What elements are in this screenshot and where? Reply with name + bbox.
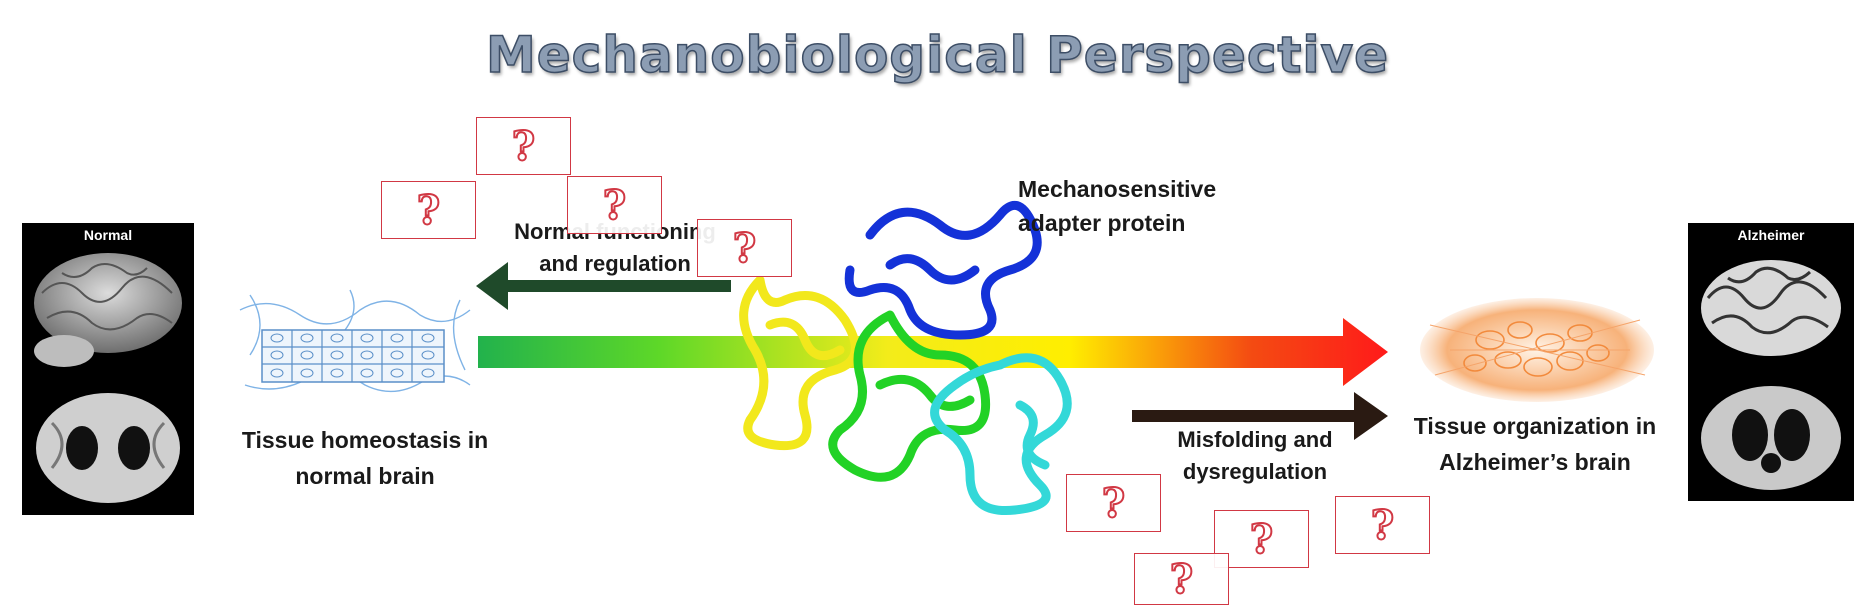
page-title: Mechanobiological Perspective xyxy=(485,25,1390,85)
protein-green-domain xyxy=(828,310,991,482)
protein-blue-domain xyxy=(844,200,1042,340)
question-box: ? xyxy=(697,219,792,277)
misfolding-label-line1: Misfolding and xyxy=(1177,427,1333,452)
normal-brain-panel: Normal xyxy=(22,223,194,515)
protein-label: Mechanosensitive adapter protein xyxy=(1018,172,1298,240)
question-box: ? xyxy=(1214,510,1309,568)
question-mark-icon: ? xyxy=(1249,515,1274,564)
normal-functioning-arrow xyxy=(476,262,731,310)
question-box: ? xyxy=(1066,474,1161,532)
question-box: ? xyxy=(1134,553,1229,605)
normal-brain-image xyxy=(34,253,182,503)
misfolding-label: Misfolding and dysregulation xyxy=(1160,424,1350,488)
alzheimer-brain-caption: Alzheimer xyxy=(1737,227,1805,243)
question-mark-icon: ? xyxy=(511,122,536,171)
protein-label-line1: Mechanosensitive xyxy=(1018,176,1217,202)
alzheimer-tissue-label-line2: Alzheimer’s brain xyxy=(1439,449,1631,475)
misfolding-label-line2: dysregulation xyxy=(1182,459,1328,484)
alzheimer-tissue-label: Tissue organization in Alzheimer’s brain xyxy=(1385,408,1685,480)
question-mark-icon: ? xyxy=(732,224,757,273)
normal-tissue-label-line2: normal brain xyxy=(295,463,435,489)
alzheimer-tissue-label-line1: Tissue organization in xyxy=(1413,413,1657,439)
normal-functioning-label-line2: and regulation xyxy=(539,251,691,276)
question-box: ? xyxy=(567,176,662,234)
protein-yellow-domain xyxy=(739,275,860,451)
question-box: ? xyxy=(381,181,476,239)
alzheimer-tissue-illustration xyxy=(1420,298,1654,402)
normal-tissue-label-line1: Tissue homeostasis in xyxy=(241,427,489,453)
question-mark-icon: ? xyxy=(1370,501,1395,550)
tissue-cell-grid xyxy=(261,329,445,383)
question-mark-icon: ? xyxy=(1101,479,1126,528)
misfolding-arrow xyxy=(1132,392,1388,440)
alzheimer-brain-image xyxy=(1701,260,1841,490)
question-mark-icon: ? xyxy=(416,186,441,235)
question-box: ? xyxy=(476,117,571,175)
normal-tissue-illustration xyxy=(239,289,471,393)
normal-tissue-label: Tissue homeostasis in normal brain xyxy=(215,422,515,494)
mechanosensitive-protein-structure xyxy=(739,200,1072,516)
alzheimer-brain-panel: Alzheimer xyxy=(1688,223,1854,501)
protein-cyan-domain xyxy=(930,353,1072,516)
question-box: ? xyxy=(1335,496,1430,554)
normal-functioning-label: Normal functioning and regulation xyxy=(480,216,750,280)
protein-label-line2: adapter protein xyxy=(1018,210,1186,236)
question-mark-icon: ? xyxy=(1169,555,1194,604)
question-mark-icon: ? xyxy=(602,181,627,230)
normal-brain-caption: Normal xyxy=(83,227,133,243)
